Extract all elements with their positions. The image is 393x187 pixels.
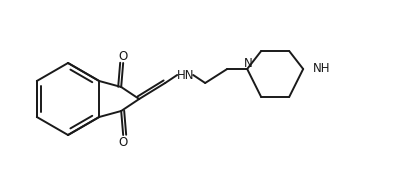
Text: HN: HN <box>176 68 194 82</box>
Text: N: N <box>244 56 253 70</box>
Text: O: O <box>119 50 128 62</box>
Text: O: O <box>119 136 128 148</box>
Text: NH: NH <box>313 62 331 74</box>
